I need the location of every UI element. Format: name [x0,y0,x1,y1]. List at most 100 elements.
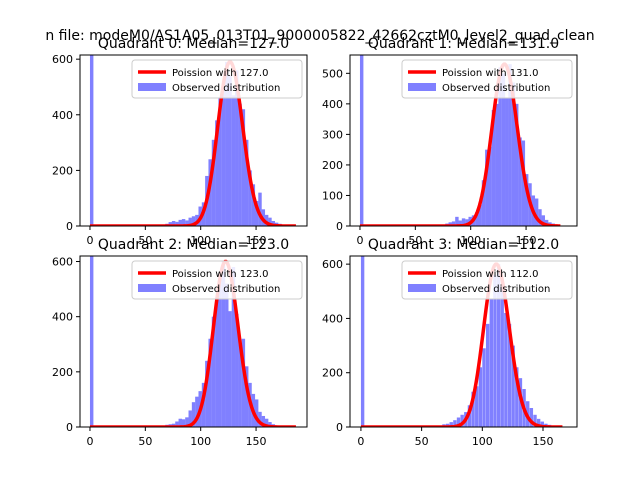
hist-bar [185,220,189,226]
subplot-quadrant-2: 0 50 100 150 0 200 400 600 Quadrant 2: Median=12… [52,237,308,448]
hist-bar [251,184,256,226]
y-tick-label: 400 [322,312,343,325]
y-tick-label: 0 [336,220,343,233]
hist-bar [238,344,242,427]
x-tick-label: 100 [190,435,211,448]
hist-bar [475,212,479,226]
hist-bar [221,261,226,427]
hist-bar [258,192,262,226]
axes-frame [79,255,308,428]
hist-bar [515,367,519,427]
hist-bar [458,220,462,226]
subplot-quadrant-0: 0 50 100 150 0 200 400 600 Quadrant 0: Median=12… [52,36,308,247]
y-tick-label: 0 [66,220,73,233]
legend-label-observed: Observed distribution [442,284,550,295]
x-tick-label: 0 [356,234,363,247]
axes-frame [349,255,578,428]
x-tick-label: 0 [86,234,93,247]
hist-bar [456,417,461,427]
legend-box [131,59,303,99]
plot-area [89,55,297,226]
y-tick-label: 600 [52,53,73,66]
hist-bar [268,217,272,226]
hist-bar [485,149,489,226]
hist-bar [241,109,246,226]
y-tick-label: 500 [322,67,343,80]
poisson-curve [89,60,297,226]
y-tick-label: 200 [52,164,73,177]
subplot-quadrant-1: 0 50 100 150 0 100 200 300 400 500 Quadrant 1: Med… [322,36,578,247]
hist-bar [168,222,173,226]
hist-bar [507,323,512,427]
hist-bar [261,415,266,427]
hist-bar [205,360,209,427]
x-tick-label: 150 [516,234,537,247]
legend-label-observed: Observed distribution [172,83,280,94]
hist-bar [478,204,482,226]
hist-bar [211,316,216,427]
y-tick-label: 0 [66,421,73,434]
y-tick-label: 400 [52,109,73,122]
x-tick-label: 100 [190,234,211,247]
hist-bar [175,221,179,226]
x-tick-label: 150 [246,234,267,247]
hist-bar [460,414,464,427]
subplot-title: Quadrant 2: Median=123.0 [98,237,289,253]
y-tick-label: 0 [336,421,343,434]
hist-bar [235,70,239,226]
hist-bar [529,408,534,427]
legend-box [401,260,573,300]
subplot-quadrant-3: 0 50 100 150 0 200 400 600 Quadrant 3: Median=11… [322,237,578,448]
hist-bar [215,297,219,427]
hist-bar [225,61,229,226]
hist-bar [215,120,219,226]
hist-bar [495,103,499,226]
hist-bar [533,414,537,427]
hist-bar [518,137,522,226]
hist-bar [264,418,269,427]
hist-bar [500,285,504,427]
hist-bar [244,139,249,226]
hist-bar [191,402,196,427]
hist-bar [538,209,542,226]
hist-bar [228,311,232,427]
legend-label-observed: Observed distribution [172,284,280,295]
hist-bar [467,405,472,427]
plot-area [89,256,297,427]
hist-bar [491,109,496,226]
hist-bar [534,198,539,226]
y-tick-label: 200 [322,159,343,172]
hist-bar [235,313,239,427]
subplot-title: Quadrant 3: Median=112.0 [368,237,559,253]
hist-bar [511,345,515,427]
hist-bar [540,421,544,427]
axes-frame [349,54,578,227]
hist-bar [248,170,252,226]
x-tick-label: 0 [86,435,93,448]
x-tick-label: 100 [460,234,481,247]
y-tick-label: 200 [322,367,343,380]
hist-bar [244,366,249,427]
hist-bar [501,73,506,226]
y-tick-label: 400 [322,98,343,111]
hist-bar [271,220,275,226]
legend-hist-swatch [408,83,436,91]
x-tick-label: 150 [533,435,554,448]
hist-bar [89,256,94,427]
hist-bar [89,55,94,226]
legend-label-poisson: Poission with 131.0 [442,68,538,79]
hist-bar [481,180,486,226]
hist-bar [482,348,486,427]
x-tick-label: 50 [138,435,152,448]
hist-bar [188,217,192,226]
legend-hist-swatch [138,284,166,292]
hist-bar [181,219,186,226]
hist-bar [448,222,452,226]
x-tick-label: 150 [246,435,267,448]
hist-bar [360,256,365,427]
hist-bar [238,103,242,226]
hist-bar [178,418,182,427]
hist-bar [254,399,259,427]
hist-bar [498,67,502,226]
